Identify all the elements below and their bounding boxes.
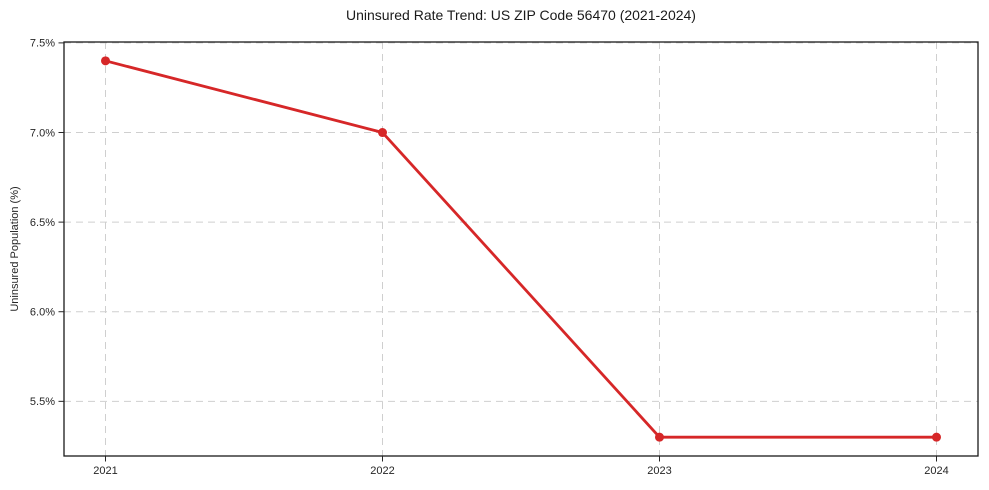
x-tick-label: 2022 — [370, 465, 394, 477]
y-tick-label: 6.5% — [30, 217, 55, 229]
y-tick-label: 7.0% — [30, 127, 55, 139]
axes-frame — [63, 41, 979, 457]
data-point — [378, 128, 387, 138]
chart-title: Uninsured Rate Trend: US ZIP Code 56470 … — [346, 7, 696, 23]
data-point — [655, 432, 664, 442]
data-line — [104, 59, 938, 439]
y-tick-label: 6.0% — [30, 307, 55, 319]
x-tick-label: 2024 — [924, 465, 948, 477]
y-tick-label: 5.5% — [30, 396, 55, 408]
data-point — [932, 432, 941, 442]
y-tick-label: 7.5% — [30, 38, 55, 50]
x-tick-label: 2021 — [93, 465, 117, 477]
data-point — [101, 56, 110, 66]
x-tick-label: 2023 — [647, 465, 671, 477]
